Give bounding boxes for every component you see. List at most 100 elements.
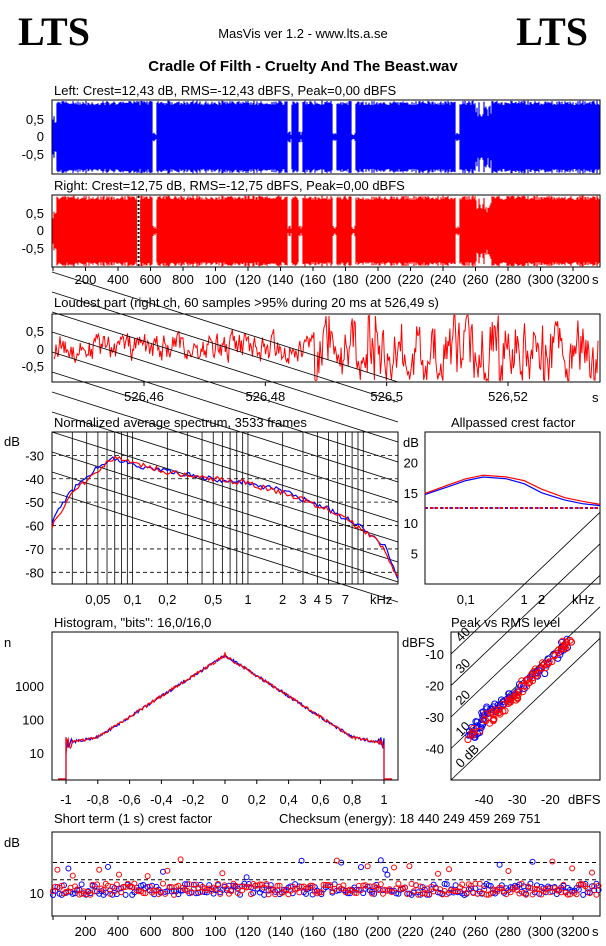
shortcrest-point bbox=[443, 891, 450, 898]
peakrms-point bbox=[540, 661, 548, 669]
xtick-label: (180 bbox=[332, 272, 358, 287]
shortcrest-point bbox=[186, 881, 193, 888]
peakrms-xtick: -30 bbox=[508, 792, 527, 807]
shortcrest-point bbox=[505, 868, 512, 874]
peakrms-point bbox=[514, 695, 522, 703]
shortcrest-point bbox=[197, 889, 204, 896]
shortcrest-xtick: (160 bbox=[300, 924, 326, 939]
shortcrest-point bbox=[215, 881, 221, 887]
shortcrest-point bbox=[325, 882, 331, 888]
spectrum-slope bbox=[51, 411, 399, 523]
peakrms-point bbox=[495, 709, 503, 717]
shortcrest-point bbox=[318, 889, 325, 896]
shortcrest-point bbox=[393, 885, 400, 892]
shortcrest-point bbox=[228, 888, 235, 895]
shortcrest-point bbox=[177, 856, 184, 863]
shortcrest-point bbox=[248, 891, 254, 898]
shortcrest-point bbox=[353, 890, 360, 896]
spectrum-series bbox=[51, 455, 399, 580]
shortcrest-point bbox=[162, 890, 169, 897]
peakrms-title: Peak vs RMS level bbox=[451, 615, 560, 630]
right-frame bbox=[51, 194, 601, 268]
shortcrest-point bbox=[127, 883, 133, 890]
peakrms-diag-label: 0 dB bbox=[452, 741, 482, 771]
spectrum-xtick: 1 bbox=[244, 592, 251, 607]
shortcrest-point bbox=[419, 890, 426, 897]
xtick-label: (160 bbox=[300, 272, 326, 287]
left-waveform bbox=[52, 100, 600, 174]
spectrum-xtick: 0,5 bbox=[204, 592, 222, 607]
shortcrest-point bbox=[364, 863, 371, 870]
xtick-label: (3200 bbox=[556, 272, 589, 287]
shortcrest-point bbox=[593, 891, 600, 898]
shortcrest-point bbox=[358, 864, 364, 871]
peakrms-point bbox=[555, 649, 563, 657]
crest-ap-unit: kHz bbox=[572, 592, 594, 607]
left-ytick-2: 0 bbox=[37, 129, 44, 144]
peakrms-point bbox=[518, 682, 525, 689]
peakrms-point bbox=[518, 677, 526, 685]
crest-ap-xtick: 1 bbox=[520, 592, 527, 607]
spectrum-slope bbox=[51, 311, 399, 423]
shortcrest-frame bbox=[51, 831, 601, 917]
loudest-unit: s bbox=[592, 390, 599, 405]
spectrum-slope bbox=[51, 331, 399, 443]
spectrum-slope bbox=[51, 431, 399, 543]
shortcrest-point bbox=[391, 864, 397, 871]
crest-ap-left bbox=[424, 476, 601, 507]
spectrum-slope bbox=[51, 491, 399, 603]
peakrms-point bbox=[524, 675, 532, 683]
peakrms-point bbox=[548, 658, 556, 666]
histogram-series: 1000 100 10 -1 -0,8 -0,6 -0,4 -0,2 0 0,2 0,4 0,6 0,8… bbox=[15, 652, 392, 807]
right-ytick-3: -0,5 bbox=[22, 241, 44, 256]
shortcrest-point bbox=[54, 866, 61, 873]
shortcrest-point bbox=[100, 886, 107, 893]
shortcrest-point bbox=[371, 890, 378, 897]
shortcrest-point bbox=[107, 890, 114, 897]
left-frame bbox=[51, 99, 601, 175]
spectrum-ytick: -80 bbox=[25, 565, 44, 580]
shortcrest-point bbox=[105, 863, 111, 870]
shortcrest-point bbox=[322, 882, 329, 888]
peakrms-point bbox=[568, 638, 575, 646]
shortcrest-point bbox=[564, 891, 571, 898]
crest-ap-ytick: 5 bbox=[411, 547, 418, 562]
peakrms-point bbox=[545, 658, 553, 666]
xtick-label: (280 bbox=[495, 272, 521, 287]
xtick-label: (120 bbox=[235, 272, 261, 287]
spectrum-slope bbox=[51, 451, 399, 563]
peakrms-point bbox=[566, 636, 574, 644]
shortcrest-title: Short term (1 s) crest factor bbox=[54, 811, 213, 826]
peakrms-point bbox=[499, 701, 507, 708]
loudest-ytick-2: 0 bbox=[37, 342, 44, 357]
spectrum-slope bbox=[51, 271, 399, 383]
spectrum-ylabel: dB bbox=[4, 434, 20, 449]
shortcrest-point bbox=[476, 880, 483, 887]
crest-ap-ytick: 10 bbox=[404, 516, 418, 531]
peakrms-point bbox=[532, 665, 539, 673]
shortcrest-point bbox=[212, 885, 219, 892]
shortcrest-xtick: (300 bbox=[527, 924, 553, 939]
peakrms-diag bbox=[450, 512, 601, 655]
shortcrest-xtick: 100 bbox=[205, 924, 227, 939]
peakrms-ytick: -10 bbox=[425, 647, 444, 662]
spectrum-frame bbox=[51, 431, 399, 585]
shortcrest-point bbox=[74, 886, 81, 893]
histogram-xtick: -1 bbox=[60, 792, 72, 807]
shortcrest-point bbox=[96, 866, 103, 873]
peakrms-frame bbox=[450, 631, 601, 781]
histogram-xtick: -0,6 bbox=[118, 792, 140, 807]
shortcrest-point bbox=[518, 880, 525, 887]
peakrms-point bbox=[506, 695, 514, 703]
spectrum-left bbox=[51, 456, 399, 580]
shortcrest-point bbox=[441, 880, 448, 887]
peakrms-point bbox=[507, 698, 514, 706]
crest-ap-ytick: 20 bbox=[404, 455, 418, 470]
spectrum-slope bbox=[51, 351, 399, 463]
shortcrest-point bbox=[531, 886, 538, 892]
peakrms-ylabel: dBFS bbox=[402, 635, 435, 650]
shortcrest-point bbox=[558, 889, 565, 896]
peakrms-point bbox=[496, 710, 504, 718]
histogram-right bbox=[58, 652, 392, 780]
peakrms-point bbox=[533, 669, 541, 677]
